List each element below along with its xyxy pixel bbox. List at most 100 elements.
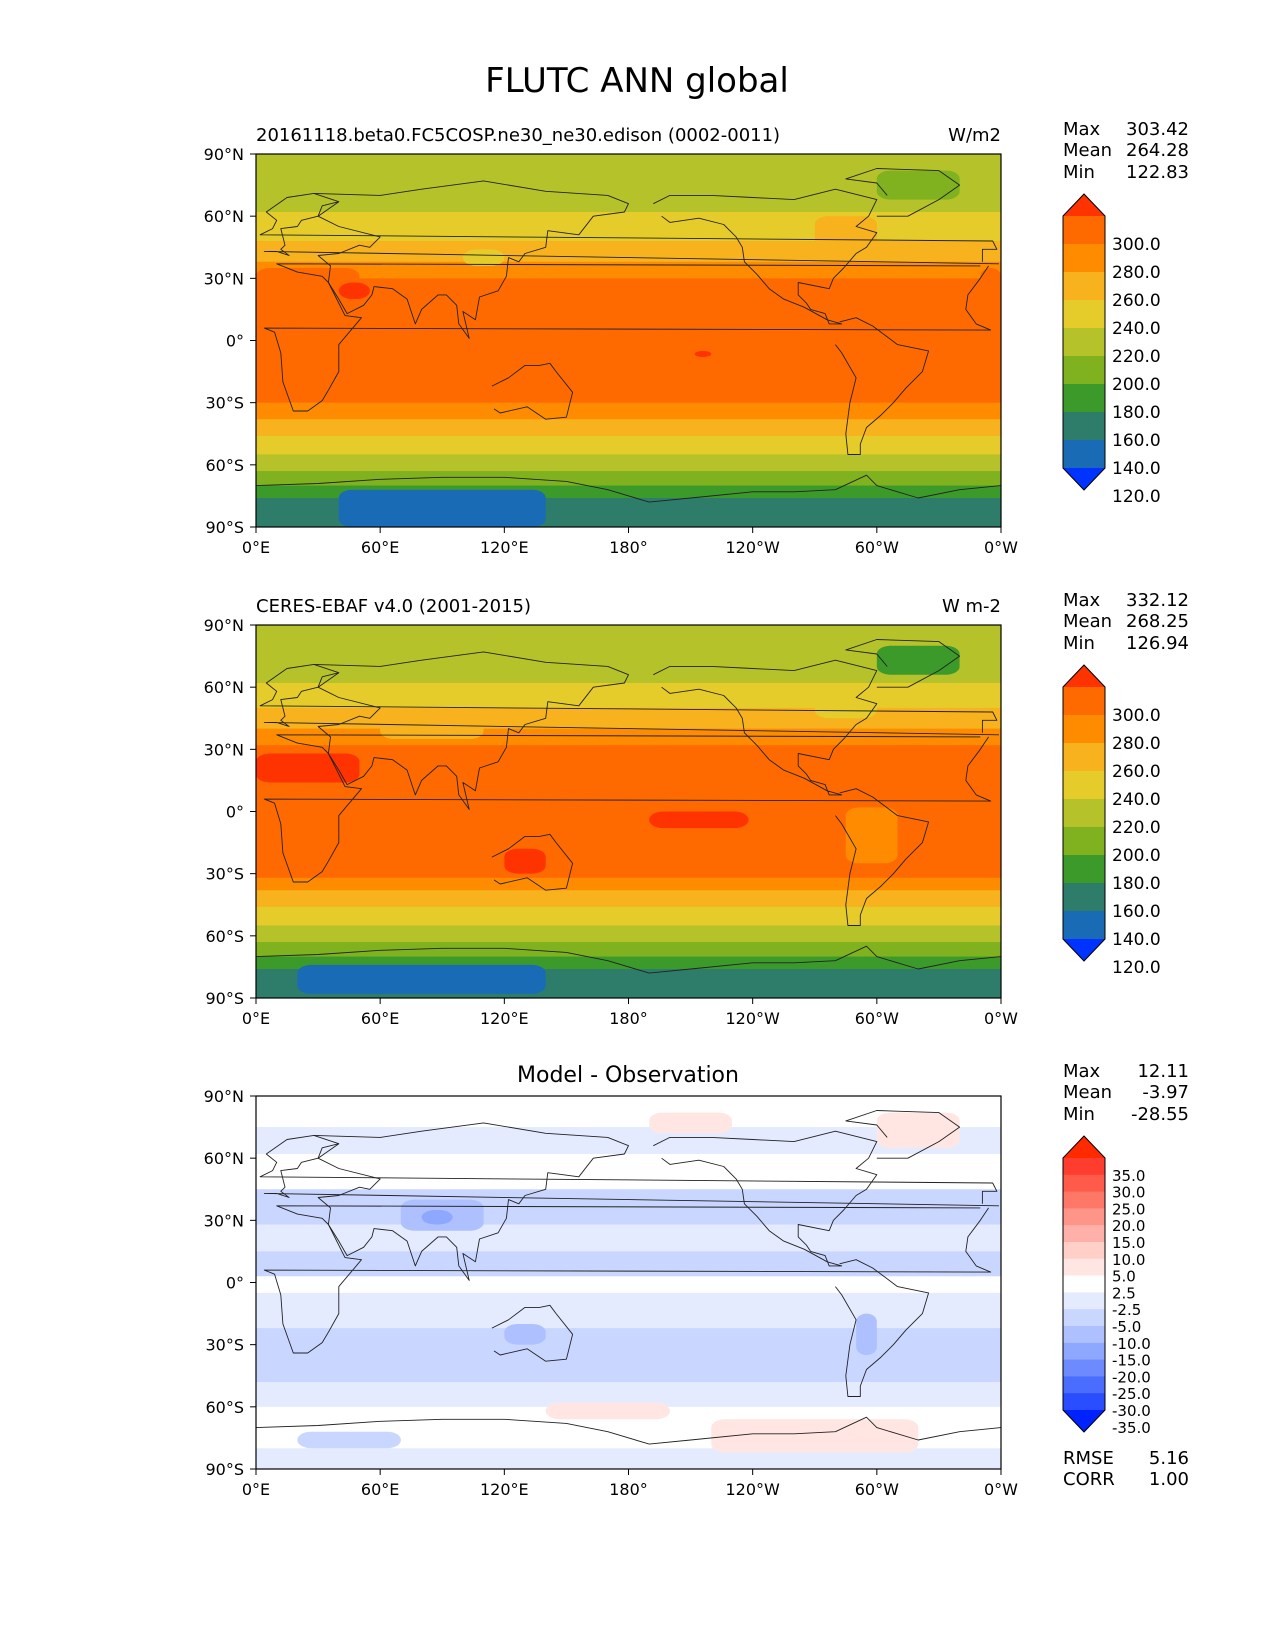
x-tick-label: 0°W [984,1009,1018,1028]
field-band [256,890,1001,908]
y-axis: 90°N 60°N 30°N 0° 30°S 60°S 90°S [204,145,256,537]
stat-value-rmse: 5.16 [1149,1448,1189,1469]
coast-north-america [653,1130,878,1267]
field-band [256,1276,1001,1294]
x-tick-label: 120°W [725,538,780,557]
field-band [256,402,1001,420]
colorbar-tick-label: 10.0 [1112,1251,1145,1269]
colorbar-extend-min [1063,468,1105,490]
colorbar-bin [1063,771,1105,800]
coast-south-america [835,788,930,926]
colorbar-tick-label: 20.0 [1112,1217,1145,1235]
coast-europe [259,663,999,736]
colorbar-tick-label: 120.0 [1112,487,1161,507]
x-tick-label: 180° [609,538,648,557]
y-tick-label: 60°S [205,456,244,475]
coast-asia [313,651,629,810]
colorbar-bin [1063,883,1105,912]
figure-title: FLUTC ANN global [485,61,789,101]
colorbar-tick-label: 25.0 [1112,1200,1145,1218]
y-tick-label: 90°N [204,1087,244,1106]
field-patch [545,1402,670,1420]
colorbar-bin [1063,743,1105,772]
stat-label-min: Min [1063,162,1095,183]
field-patch [856,1313,877,1356]
colorbar-tick-label: -2.5 [1112,1301,1141,1319]
stat-value-max: 303.42 [1126,119,1189,140]
colorbar-bin [1063,1275,1105,1293]
field-band [256,728,1001,746]
colorbar-bin [1063,272,1105,301]
x-axis: 0°E 60°E 120°E 180° 120°W 60°W 0°W [242,998,1018,1028]
colorbar-bin [1063,1393,1105,1411]
field-patch [876,170,960,200]
x-tick-label: 0°W [984,538,1018,557]
field-patch [876,645,960,675]
coast-south-america [835,317,930,455]
colorbar-tick-label: 220.0 [1112,347,1161,367]
colorbar-tick-label: 180.0 [1112,874,1161,894]
colorbar-bin [1063,827,1105,856]
colorbar-bin [1063,1292,1105,1310]
stat-value-min: 126.94 [1126,633,1189,654]
field-patch [338,282,370,300]
colorbar-tick-label: -20.0 [1112,1368,1151,1386]
panel-center-title: Model - Observation [517,1063,739,1088]
x-axis: 0°E 60°E 120°E 180° 120°W 60°W 0°W [242,527,1018,557]
y-tick-label: 30°S [205,1336,244,1355]
x-tick-label: 60°W [855,538,899,557]
field-patch [421,1209,453,1225]
colorbar-tick-label: -30.0 [1112,1402,1151,1420]
field-patch [845,807,898,864]
colorbar-tick-label: 160.0 [1112,431,1161,451]
field-band [256,1251,1001,1277]
field-band [256,925,1001,943]
stat-value-min: 122.83 [1126,162,1189,183]
colorbar-bin [1063,1174,1105,1192]
x-axis: 0°E 60°E 120°E 180° 120°W 60°W 0°W [242,1469,1018,1499]
x-tick-label: 120°W [725,1480,780,1499]
coast-asia [313,1122,629,1281]
coast-north-america [653,188,878,325]
field-band [256,1328,1001,1383]
colorbar-outline [1062,193,1106,491]
colorbar-bin [1063,1242,1105,1260]
field-band [256,877,1001,891]
y-axis: 90°N 60°N 30°N 0° 30°S 60°S 90°S [204,1087,256,1479]
stats-box: Max 332.12 Mean 268.25 Min 126.94 [1063,590,1189,654]
field-patch [462,249,505,266]
colorbar-tick-label: -10.0 [1112,1335,1151,1353]
colorbar-outline [1062,1135,1106,1433]
x-tick-label: 180° [609,1009,648,1028]
colorbar-bin [1063,328,1105,357]
coast-greenland [845,1110,961,1159]
colorbar-bin [1063,911,1105,940]
colorbar-bin [1063,855,1105,884]
colorbar-tick-label: -15.0 [1112,1352,1151,1370]
field-patch [504,1323,546,1345]
x-tick-label: 120°E [480,1009,529,1028]
colorbar-bin [1063,1258,1105,1276]
colorbar-bin [1063,384,1105,413]
field-band [256,942,1001,958]
colorbar-tick-label: 300.0 [1112,235,1161,255]
y-tick-label: 60°N [204,207,244,226]
field-band [256,1448,1001,1469]
y-tick-label: 60°S [205,1398,244,1417]
x-tick-label: 0°E [242,1480,270,1499]
y-tick-label: 0° [226,803,244,822]
colorbar-tick-label: 280.0 [1112,263,1161,283]
colorbar-bin [1063,687,1105,716]
y-tick-label: 90°N [204,145,244,164]
field-band [256,625,1001,647]
field-band [256,1292,1001,1329]
colorbar-tick-label: 300.0 [1112,706,1161,726]
colorbar-bin [1063,1208,1105,1226]
colorbar-bin [1063,1326,1105,1344]
colorbar-tick-label: 160.0 [1112,902,1161,922]
y-tick-label: 90°S [205,1460,244,1479]
coastlines [256,168,1001,503]
colorbar-bin [1063,216,1105,245]
stat-label-min: Min [1063,633,1095,654]
stats-box: Max 303.42 Mean 264.28 Min 122.83 [1063,119,1189,183]
